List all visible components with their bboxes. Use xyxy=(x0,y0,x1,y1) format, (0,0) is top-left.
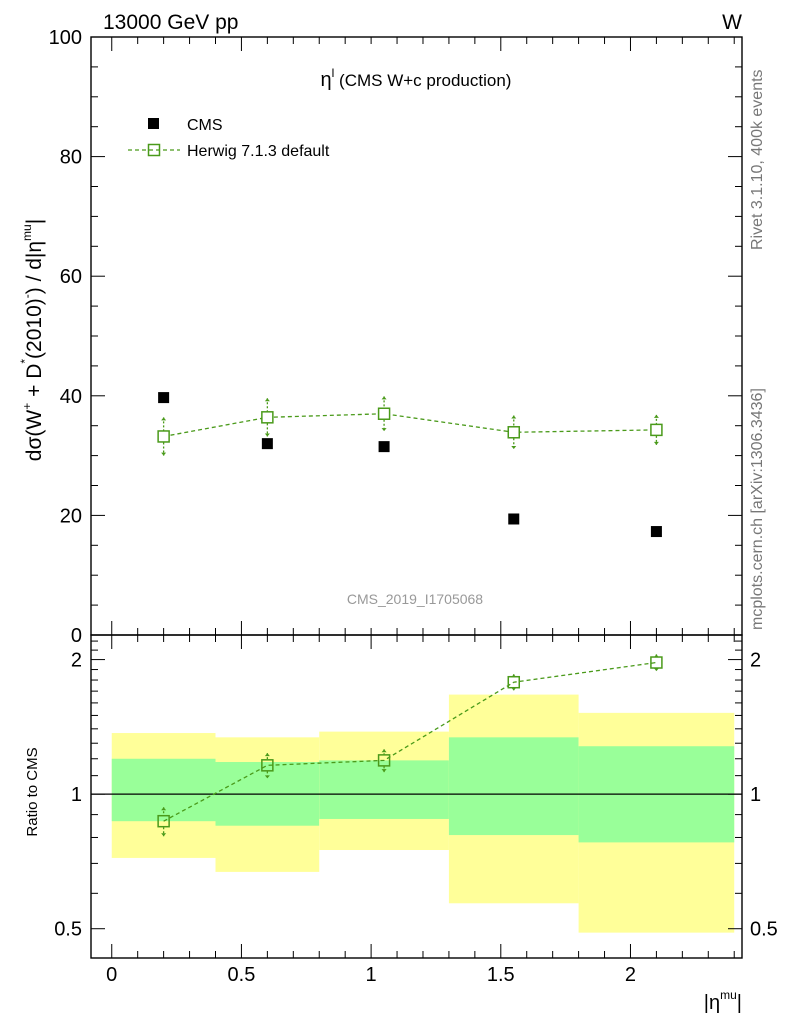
ratio-band-green xyxy=(111,758,216,822)
herwig-point xyxy=(261,411,274,424)
cms-point xyxy=(158,392,170,404)
ratio-xtick-label: 0 xyxy=(106,964,117,986)
ylabel-part-1: + xyxy=(20,403,34,410)
ratio-ytick-label-right: 0.5 xyxy=(750,919,778,941)
ylabel-part-6: ) / d|η xyxy=(23,241,46,294)
cms-point xyxy=(261,438,273,450)
herwig-point xyxy=(377,407,391,420)
ylabel-part-3: * xyxy=(18,359,32,364)
legend-label-cms: CMS xyxy=(187,117,223,134)
main-ytick-label: 0 xyxy=(71,625,82,647)
herwig-errcap-down xyxy=(653,441,659,445)
legend-label-herwig: Herwig 7.1.3 default xyxy=(187,143,330,160)
herwig-errcap-up xyxy=(511,415,517,419)
ylabel-part-2: + D xyxy=(23,364,46,403)
herwig-line xyxy=(163,413,657,438)
ratio-errcap-down xyxy=(264,775,270,779)
main-ytick-label: 40 xyxy=(60,386,82,408)
ratio-xtick-label: 0.5 xyxy=(228,964,256,986)
process-label: W xyxy=(722,11,742,34)
ratio-ylabel: Ratio to CMS xyxy=(24,747,41,836)
herwig-errcap-up xyxy=(381,396,387,400)
herwig-errcap-down xyxy=(161,452,167,456)
herwig-errcap-up xyxy=(161,417,167,421)
ratio-errcap-up xyxy=(264,753,270,757)
herwig-errcap-up xyxy=(653,414,659,418)
analysis-id-label: CMS_2019_I1705068 xyxy=(347,591,483,607)
main-ytick-label: 100 xyxy=(49,27,82,49)
ylabel-part-4: (2010) xyxy=(23,298,46,359)
main-panel: CMS_2019_I1705068 ηl (CMS W+c production… xyxy=(18,27,743,647)
ratio-xtick-label: 2 xyxy=(625,964,636,986)
xlabel-suffix: | xyxy=(737,992,742,1014)
herwig-errcap-up xyxy=(264,398,270,402)
herwig-errcap-down xyxy=(264,433,270,437)
ratio-herwig-point xyxy=(157,814,170,828)
ratio-band-green xyxy=(448,737,579,836)
ratio-herwig-point xyxy=(650,656,663,669)
cms-point xyxy=(378,441,390,453)
ratio-herwig-point xyxy=(261,759,274,772)
ratio-errcap-up xyxy=(161,807,167,811)
ratio-xtick-label: 1.5 xyxy=(487,964,515,986)
ylabel-part-5: - xyxy=(20,294,34,298)
main-ytick-label: 60 xyxy=(60,266,82,288)
cms-point xyxy=(650,526,662,538)
legend-marker-cms xyxy=(148,118,159,129)
herwig-point xyxy=(507,426,521,439)
ylabel-part-7: mu xyxy=(20,224,34,241)
cms-point xyxy=(508,513,520,525)
herwig-point xyxy=(157,430,170,443)
ratio-herwig-line xyxy=(163,661,657,822)
legend-marker-herwig xyxy=(147,143,161,157)
ylabel-part-8: | xyxy=(23,219,46,224)
ratio-xlabel: |ηmu| xyxy=(704,988,742,1014)
rivet-version-label: Rivet 3.1.10, 400k events xyxy=(749,69,766,250)
ratio-frame xyxy=(90,634,743,959)
main-ytick-label: 80 xyxy=(60,147,82,169)
energy-label: 13000 GeV pp xyxy=(103,11,238,34)
herwig-errcap-down xyxy=(381,428,387,432)
ratio-panel: 0.5 0.5 1 1 2 2 0 0.5 1 1.5 2 Ratio to CMS |ηmu| xyxy=(24,634,778,1014)
ratio-xtick-label: 1 xyxy=(366,964,377,986)
ratio-errcap-down xyxy=(381,769,387,773)
herwig-point xyxy=(650,423,663,437)
xlabel-eta: |η xyxy=(704,992,720,1014)
legend: CMS Herwig 7.1.3 default xyxy=(128,117,330,160)
ratio-ytick-label-right: 1 xyxy=(750,784,761,806)
title-sup: l xyxy=(332,66,335,80)
ratio-ytick-label: 2 xyxy=(71,650,82,672)
main-ylabel: dσ(W+ + D*(2010)-) / d|ηmu| xyxy=(18,219,46,461)
xlabel-sup: mu xyxy=(720,988,737,1002)
herwig-errcap-down xyxy=(511,446,517,450)
ratio-errcap-up xyxy=(381,749,387,753)
ratio-errcap-down xyxy=(653,668,659,672)
ratio-herwig-point xyxy=(377,754,391,767)
ylabel-part-0: dσ(W xyxy=(23,410,46,462)
ratio-herwig-point xyxy=(507,675,521,689)
main-ytick-label: 20 xyxy=(60,505,82,527)
ratio-ytick-label: 0.5 xyxy=(54,919,82,941)
ratio-ytick-label-right: 2 xyxy=(750,650,761,672)
main-title: ηl (CMS W+c production) xyxy=(321,66,512,91)
ratio-ytick-label: 1 xyxy=(71,784,82,806)
title-symbol: η xyxy=(321,69,332,91)
ratio-errcap-down xyxy=(161,833,167,837)
mcplots-label: mcplots.cern.ch [arXiv:1306.3436] xyxy=(749,388,766,630)
title-suffix: (CMS W+c production) xyxy=(334,71,511,90)
